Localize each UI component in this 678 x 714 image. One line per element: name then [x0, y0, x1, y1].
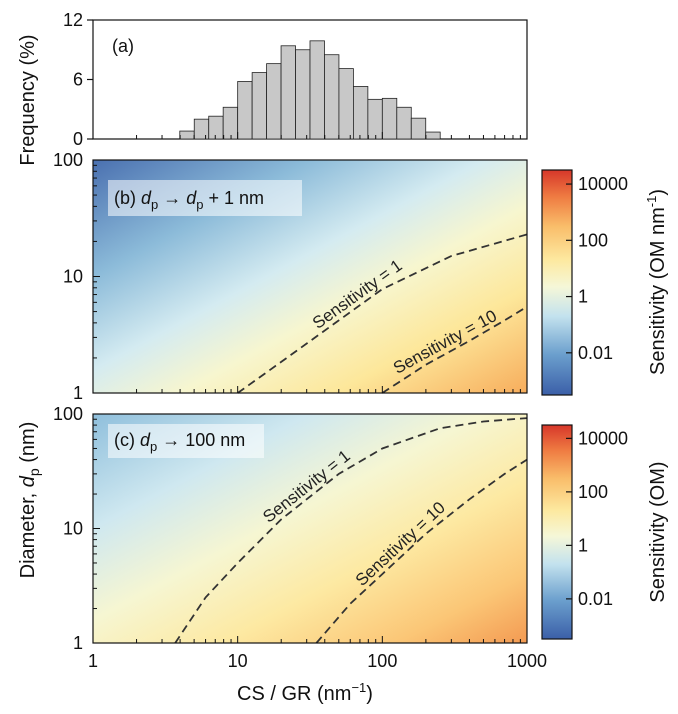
histogram-bar [295, 49, 311, 140]
histogram-ticks: 0 6 12 [63, 10, 521, 149]
colorbar-tick-label: 0.01 [578, 343, 613, 363]
colorbar-tick-label: 0.01 [578, 589, 613, 609]
contour-line [237, 233, 528, 394]
heatmap-xtick-label: 1 [88, 651, 98, 671]
colorbar-c-bar [541, 424, 573, 640]
heatmap-ytick-label: 100 [53, 404, 83, 424]
heatmap-xtick-label: 1000 [507, 651, 547, 671]
colorbar-tick-label: 100 [578, 230, 608, 250]
heatmap-ytick-label: 100 [53, 150, 83, 170]
histogram-bar [410, 117, 427, 140]
histogram-bar [396, 106, 412, 140]
histogram-bar [179, 130, 195, 140]
colorbar-tick-label: 1 [578, 535, 588, 555]
heatmap-ytick-label: 1 [73, 383, 83, 403]
heatmap-xtick-label: 100 [367, 651, 397, 671]
contour-line [174, 417, 528, 644]
heatmap-c-ticks: 1 10 100 1 10 100 1000 [53, 404, 547, 671]
heatmap-ytick-label: 10 [63, 519, 83, 539]
heatmap-xtick-label: 10 [228, 651, 248, 671]
heatmap-ytick-label: 10 [63, 267, 83, 287]
colorbar-tick-label: 1 [578, 287, 588, 307]
histogram-bar [193, 118, 210, 140]
panel-label-a: (a) [112, 36, 134, 56]
histogram-bar [381, 97, 398, 140]
histogram-bar [367, 98, 383, 140]
heatmap-b-ticks: 1 10 100 [53, 150, 528, 403]
colorbar-b: 10000 100 1 0.01 Sensitivity (OM nm-1) [541, 169, 669, 396]
histogram-bar [425, 131, 441, 140]
colorbar-tick-label: 100 [578, 482, 608, 502]
colorbar-b-ticks: 10000 100 1 0.01 [566, 174, 628, 363]
histogram-ytick-label: 12 [63, 10, 83, 30]
histogram-ytick-label: 6 [73, 70, 83, 90]
histogram-bar [208, 115, 224, 140]
colorbar-c-label: Sensitivity (OM) [647, 461, 669, 602]
histogram-bar [251, 72, 268, 140]
histogram-bar [309, 40, 325, 140]
histogram-bar [280, 45, 296, 140]
heatmap-ylabel: Diameter, dp (nm) [17, 422, 42, 579]
histogram-ytick-label: 0 [73, 129, 83, 149]
histogram-ylabel: Frequency (%) [17, 34, 39, 165]
histogram-panel: 0 6 12 (a) Frequency (%) [17, 10, 528, 166]
colorbar-c-ticks: 10000 100 1 0.01 [566, 428, 628, 609]
panel-label-c-box [108, 424, 264, 458]
x-axis-label: CS / GR (nm−1) [237, 680, 373, 705]
colorbar-tick-label: 10000 [578, 428, 628, 448]
colorbar-tick-label: 10000 [578, 174, 628, 194]
panel-label-b-box [108, 180, 302, 216]
histogram-bars [179, 40, 441, 140]
histogram-bar [266, 63, 282, 140]
histogram-bar [324, 54, 340, 140]
colorbar-c: 10000 100 1 0.01 Sensitivity (OM) [541, 424, 669, 640]
colorbar-b-label: Sensitivity (OM nm-1) [644, 189, 669, 375]
colorbar-b-bar [541, 169, 573, 396]
histogram-bar [222, 106, 239, 140]
histogram-bar [338, 68, 354, 140]
heatmap-ytick-label: 1 [73, 633, 83, 653]
histogram-bar [353, 86, 369, 140]
contour-line [315, 458, 528, 644]
histogram-bar [237, 81, 253, 140]
